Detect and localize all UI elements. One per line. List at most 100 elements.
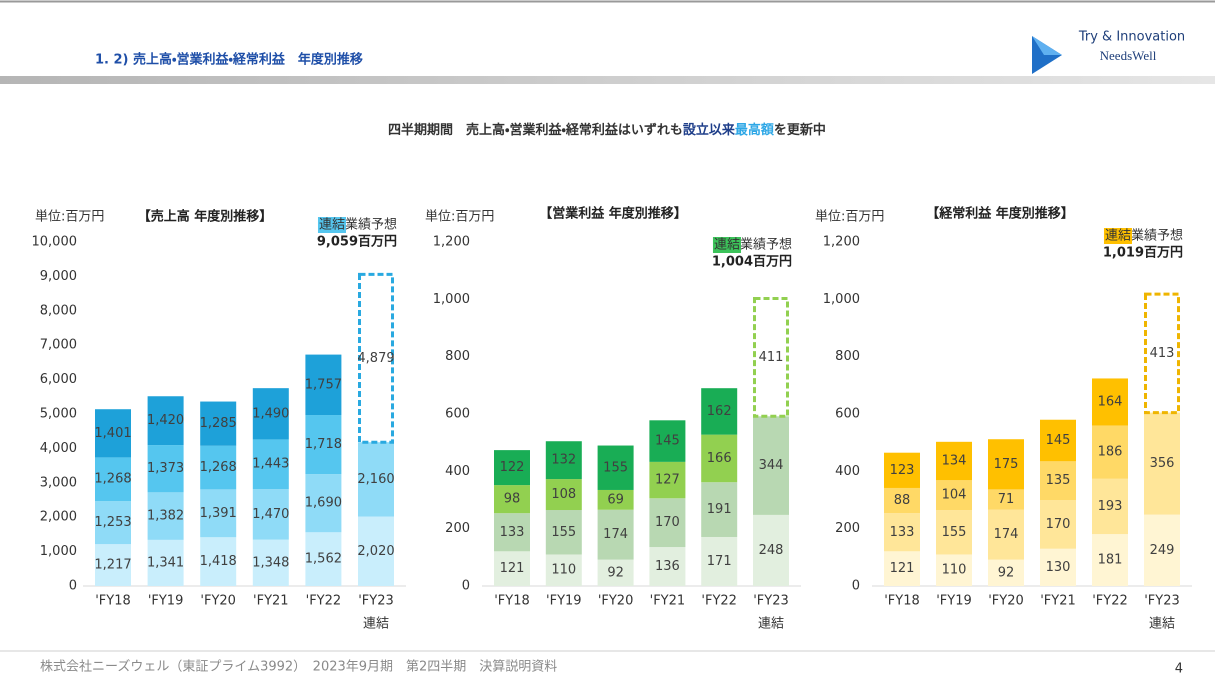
logo-name: NeedsWell (1100, 48, 1157, 63)
bar-label: 174 (994, 527, 1019, 542)
headline-part: を更新中 (774, 122, 826, 138)
forecast-tag: 連結 (1105, 229, 1131, 244)
bar-label: 1,341 (147, 555, 184, 570)
bar-segment (494, 485, 530, 514)
bar-segment (305, 354, 342, 416)
bar-label: 1,401 (94, 426, 131, 441)
x-tick-label: 'FY19 (148, 594, 184, 609)
bar-label: 411 (759, 350, 784, 365)
bar-segment (494, 450, 530, 486)
y-tick-label: 8,000 (40, 303, 77, 318)
bar-segment (701, 536, 738, 586)
bar-segment (988, 439, 1024, 490)
bar-label: 191 (707, 502, 732, 517)
bar-label: 110 (942, 563, 967, 578)
y-tick-label: 3,000 (40, 475, 77, 490)
bar-segment (200, 537, 237, 586)
bar-segment (1092, 478, 1128, 535)
bar-segment (936, 441, 972, 481)
bar-label: 130 (1046, 560, 1071, 575)
x-tick-label: 'FY23 (1144, 594, 1180, 609)
bar-label: 133 (500, 525, 525, 540)
bar-label: 108 (551, 487, 576, 502)
bar-segment (147, 445, 184, 493)
forecast-total: 1,019百万円 (1103, 246, 1183, 261)
bar-label: 248 (759, 543, 784, 558)
x-note: 連結 (363, 617, 389, 632)
bar-label: 121 (500, 561, 525, 576)
bar-label: 1,391 (200, 506, 237, 521)
bar-segment (988, 489, 1024, 510)
bar-segment (597, 509, 634, 560)
bar-segment (649, 547, 686, 586)
bar-segment (252, 539, 289, 586)
bar-label: 121 (890, 561, 915, 576)
bar-label: 135 (1046, 473, 1071, 488)
forecast-bar (1144, 292, 1180, 415)
bar-segment (95, 501, 131, 545)
y-tick-label: 200 (835, 521, 860, 536)
bar-label: 1,253 (94, 515, 131, 530)
logo-tagline: Try & Innovation (1078, 30, 1185, 45)
headline: 四半期期間 売上高・営業利益・経常利益はいずれも設立以来最高額を更新中 (388, 122, 826, 138)
bar-segment (701, 482, 738, 537)
forecast-tag-bg (1103, 228, 1132, 244)
y-tick-label: 800 (835, 349, 860, 364)
bar-label: 134 (942, 454, 967, 469)
bar-segment (936, 480, 972, 511)
x-tick-label: 'FY23 (358, 594, 394, 609)
bar-label: 175 (994, 457, 1019, 472)
chart-title: 【営業利益 年度別推移】 (539, 206, 687, 222)
bar-label: 155 (551, 525, 576, 540)
bar-label: 122 (500, 460, 525, 475)
y-tick-label: 400 (835, 464, 860, 479)
x-tick-label: 'FY21 (1040, 594, 1076, 609)
bar-segment (200, 489, 237, 538)
bar-segment (988, 509, 1024, 560)
unit-label: 単位:百万円 (815, 209, 884, 225)
y-tick-label: 0 (69, 579, 77, 594)
bar-label: 162 (707, 404, 732, 419)
bar-label: 71 (998, 492, 1015, 507)
headline-part: 設立以来 (683, 122, 736, 138)
bar-label: 171 (707, 554, 732, 569)
y-tick-label: 10,000 (32, 235, 78, 250)
bar-segment (936, 510, 972, 555)
header-band (0, 76, 1215, 84)
bar-label: 155 (603, 460, 628, 475)
x-tick-label: 'FY18 (884, 594, 920, 609)
x-tick-label: 'FY21 (650, 594, 686, 609)
bar-label: 170 (655, 515, 680, 530)
forecast-total: 1,004百万円 (712, 255, 792, 270)
bar-segment (358, 516, 394, 586)
bar-segment (95, 544, 131, 586)
bar-label: 1,443 (252, 457, 289, 472)
x-note: 連結 (758, 617, 784, 632)
bar-label: 127 (655, 473, 680, 488)
logo-mark-light (1032, 36, 1062, 55)
bar-segment (884, 513, 920, 552)
bar-label: 166 (707, 451, 732, 466)
bar-label: 193 (1098, 499, 1123, 514)
bar-label: 344 (759, 458, 784, 473)
bar-segment (1040, 419, 1076, 462)
y-tick-label: 6,000 (40, 372, 77, 387)
page-number: 4 (1175, 662, 1183, 677)
forecast-text: 業績予想 (345, 217, 397, 233)
bar-label: 4,879 (357, 351, 394, 366)
bar-label: 186 (1098, 445, 1123, 460)
bar-segment (1040, 461, 1076, 500)
bar-label: 133 (890, 525, 915, 540)
bar-label: 174 (603, 527, 628, 542)
y-tick-label: 0 (462, 579, 470, 594)
bar-segment (1040, 500, 1076, 549)
x-tick-label: 'FY20 (200, 594, 236, 609)
bar-segment (884, 551, 920, 586)
x-tick-label: 'FY19 (546, 594, 582, 609)
footer-text: 株式会社ニーズウェル（東証プライム3992） 2023年9月期 第2四半期 決算… (40, 659, 557, 675)
unit-label: 単位:百万円 (35, 209, 104, 225)
bar-label: 92 (998, 565, 1015, 580)
y-tick-label: 9,000 (40, 269, 77, 284)
bar-segment (494, 551, 530, 586)
forecast-tag-bg (317, 217, 346, 233)
